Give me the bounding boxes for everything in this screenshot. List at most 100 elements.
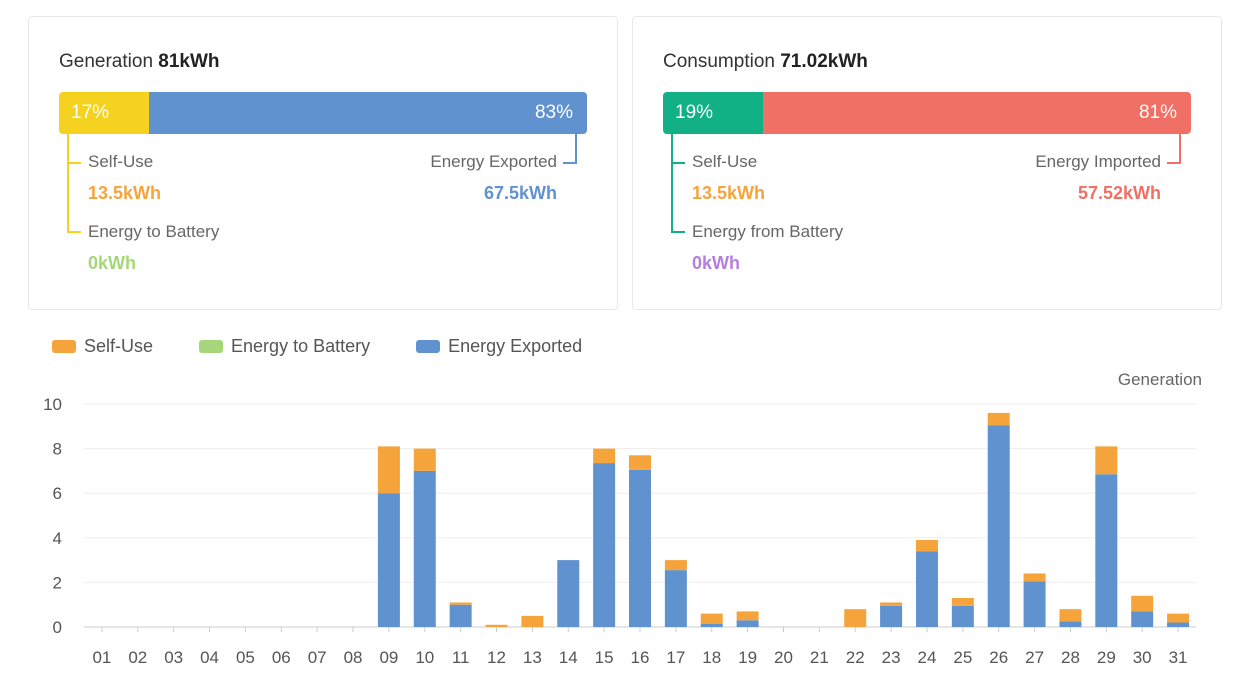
generation-self-use-segment: 17% [59,92,149,134]
bar-self-use [987,412,1010,426]
x-tick-label: 01 [92,648,111,667]
generation-exported-value: 67.5kWh [483,183,557,203]
generation-ratio-bar: 17% 83% [59,92,587,134]
generation-connector-exported [563,162,577,164]
generation-connector-self-use [67,162,81,164]
bar-self-use [485,624,508,627]
x-tick-label: 05 [236,648,255,667]
consumption-battery-label: Energy from Battery [692,222,844,241]
bar-energy-exported [449,604,472,627]
legend-swatch-self-use [52,340,76,353]
legend-label-energy-to-battery: Energy to Battery [231,336,371,356]
legend-label-self-use: Self-Use [84,336,154,356]
bar-energy-exported [1095,474,1118,627]
y-tick-label: 2 [53,573,62,592]
bar-self-use [915,540,938,552]
x-tick-label: 02 [128,648,147,667]
chart-legend: Self-Use Energy to Battery Energy Export… [52,336,628,357]
bar-self-use [880,602,903,606]
bar-self-use [593,448,616,464]
generation-card: Generation 81kWh 17% 83% Self-Use 13.5kW… [28,16,618,310]
bar-self-use [1167,613,1190,623]
x-tick-label: 09 [379,648,398,667]
bar-energy-exported [700,623,723,627]
consumption-connector-imported-vertical [1179,134,1181,164]
bar-energy-exported [629,469,651,627]
bar-self-use [521,615,544,627]
consumption-connector-battery [671,231,685,233]
x-tick-label: 20 [774,648,793,667]
bar-energy-exported [557,560,580,627]
y-tick-label: 0 [53,618,62,637]
x-tick-label: 31 [1169,648,1188,667]
legend-label-energy-exported: Energy Exported [448,336,583,356]
x-tick-label: 24 [918,648,937,667]
bar-energy-exported [593,463,616,627]
bar-self-use [1059,609,1082,622]
x-tick-label: 08 [344,648,363,667]
y-tick-label: 8 [53,440,62,459]
bar-energy-exported [987,425,1010,627]
x-tick-label: 22 [846,648,865,667]
bar-self-use [449,602,472,605]
consumption-self-use-label: Self-Use [692,152,758,171]
legend-swatch-energy-to-battery [199,340,224,353]
y-tick-label: 10 [43,395,62,414]
bar-self-use [1023,573,1046,582]
consumption-connector-imported [1167,162,1181,164]
bar-self-use [1131,595,1154,612]
bar-energy-exported [915,551,938,627]
legend-item-energy-to-battery[interactable]: Energy to Battery [199,336,370,357]
generation-connector-exported-vertical [575,134,577,164]
legend-item-self-use[interactable]: Self-Use [52,336,153,357]
bar-energy-exported [1167,622,1190,627]
generation-connector-battery [67,231,81,233]
generation-exported-label: Energy Exported [430,152,557,171]
x-tick-label: 23 [882,648,901,667]
bar-energy-exported [1059,621,1082,627]
generation-exported-segment: 83% [148,92,587,134]
legend-item-energy-exported[interactable]: Energy Exported [416,336,582,357]
consumption-imported-segment: 81% [763,92,1191,134]
consumption-self-use-segment: 19% [663,92,764,134]
generation-connector-vertical [67,134,69,233]
x-tick-label: 04 [200,648,219,667]
bar-self-use [377,446,400,494]
bar-energy-exported [951,605,974,627]
generation-self-use-value: 13.5kWh [88,183,162,203]
bar-self-use [951,598,974,606]
bar-energy-exported [377,493,400,627]
x-tick-label: 19 [738,648,757,667]
consumption-card: Consumption 71.02kWh 19% 81% Self-Use 13… [632,16,1222,310]
consumption-title: Consumption 71.02kWh [663,51,868,72]
generation-title: Generation 81kWh [59,51,220,72]
consumption-self-use-value: 13.5kWh [692,183,766,203]
x-tick-label: 14 [559,648,578,667]
x-tick-label: 13 [523,648,542,667]
x-tick-label: 17 [666,648,685,667]
x-tick-label: 29 [1097,648,1116,667]
bar-energy-exported [1131,611,1154,627]
y-tick-label: 4 [53,529,62,548]
bar-self-use [844,609,867,627]
consumption-imported-label: Energy Imported [1035,152,1161,171]
x-tick-label: 16 [631,648,650,667]
bar-self-use [700,613,723,624]
generation-self-use-label: Self-Use [88,152,154,171]
consumption-battery-value: 0kWh [692,253,741,273]
x-tick-label: 21 [810,648,829,667]
chart-subtitle: Generation [1117,370,1202,389]
x-tick-label: 26 [989,648,1008,667]
x-tick-label: 28 [1061,648,1080,667]
consumption-ratio-bar: 19% 81% [663,92,1191,134]
x-tick-label: 07 [308,648,327,667]
bar-self-use [1095,446,1118,475]
consumption-imported-value: 57.52kWh [1077,183,1161,203]
bar-energy-exported [880,605,903,627]
legend-swatch-energy-exported [416,340,441,353]
bar-energy-exported [1023,581,1046,627]
x-tick-label: 15 [595,648,614,667]
x-tick-label: 03 [164,648,183,667]
bar-energy-exported [664,570,687,627]
